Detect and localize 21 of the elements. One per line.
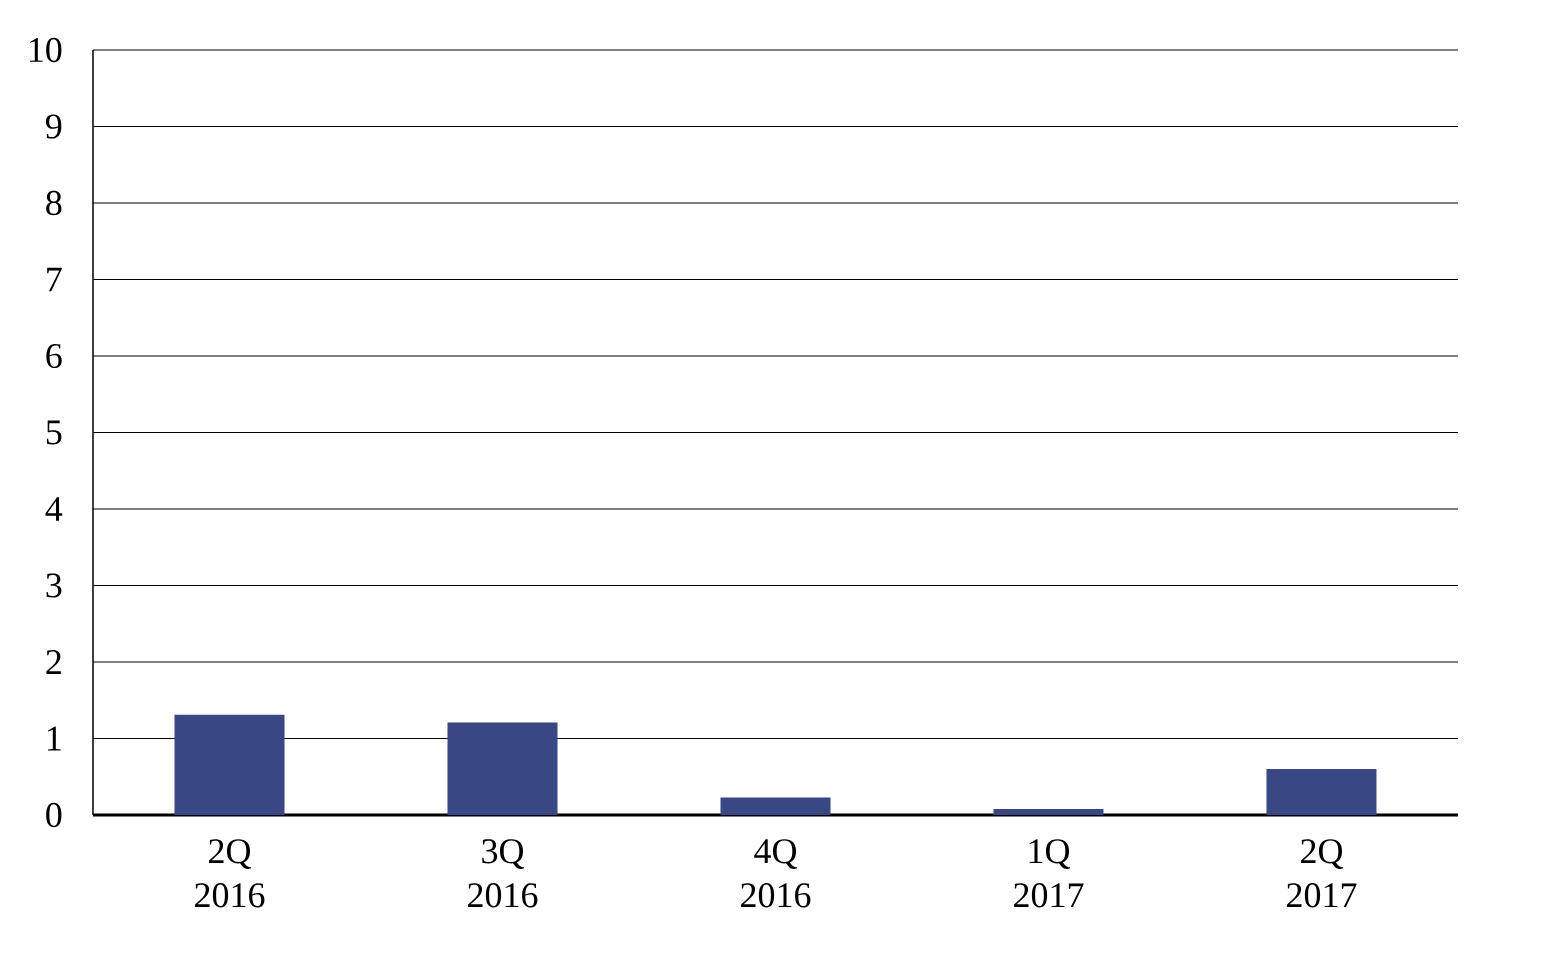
y-tick-label: 2 [46, 650, 61, 674]
bar [174, 714, 285, 815]
y-tick-label: 10 [29, 37, 62, 63]
bar [447, 722, 558, 815]
bar [993, 808, 1104, 815]
y-tick-label: 5 [46, 420, 62, 445]
x-tick-label: 3Q 2016 [468, 839, 538, 908]
x-tick-label: 2Q 2017 [1287, 839, 1357, 908]
y-tick-label: 7 [47, 267, 62, 292]
y-tick-label: 1 [47, 726, 61, 751]
y-tick-label: 4 [45, 497, 63, 521]
x-tick-label: 1Q 2017 [1014, 839, 1084, 908]
y-tick-label: 0 [46, 802, 62, 828]
x-tick-label: 2Q 2016 [195, 839, 265, 908]
y-tick-label: 6 [46, 343, 62, 369]
y-tick-label: 3 [46, 573, 62, 598]
bar [1266, 769, 1377, 815]
y-tick-label: 9 [45, 114, 62, 139]
x-tick-label: 4Q 2016 [741, 839, 811, 908]
bar [720, 797, 831, 815]
y-tick-label: 8 [46, 190, 62, 216]
